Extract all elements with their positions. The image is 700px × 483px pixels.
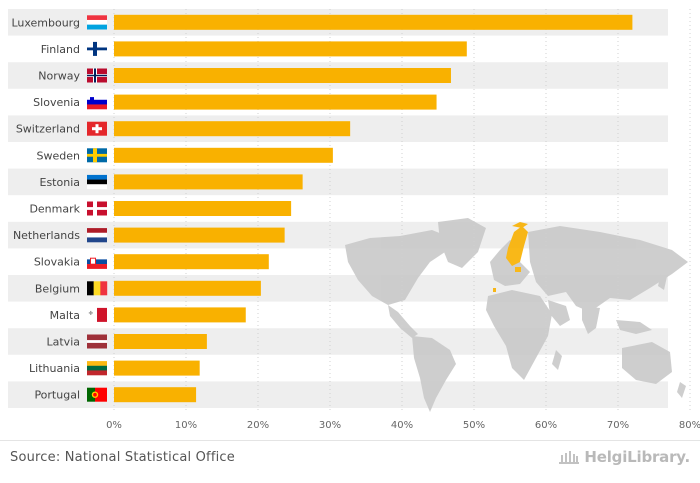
flag-malta-icon: [87, 307, 107, 322]
bar: [114, 121, 351, 137]
bar: [114, 280, 261, 296]
flag-switzerland-icon: [87, 121, 107, 136]
x-tick-label: 80%: [679, 420, 700, 431]
x-tick-label: 60%: [535, 420, 557, 431]
bar: [114, 307, 246, 323]
bar: [114, 94, 437, 110]
footer-divider: [0, 440, 700, 441]
category-label: Slovenia: [33, 96, 80, 109]
x-tick-label: 70%: [607, 420, 629, 431]
bar: [114, 334, 207, 349]
category-label: Switzerland: [16, 123, 80, 136]
flag-sweden-icon: [87, 148, 107, 163]
bar-chart: Luxembourg Finland Norway Slovenia Switzerla…: [8, 9, 700, 431]
bar: [114, 68, 451, 83]
x-axis-tick-labels: 0% 10% 20% 30% 40% 50% 60% 70% 80%: [106, 420, 700, 431]
x-tick-label: 0%: [106, 420, 122, 431]
country-flags: [87, 15, 108, 402]
bars: [114, 14, 633, 403]
x-tick-label: 20%: [247, 420, 269, 431]
flag-slovakia-icon: [87, 254, 107, 269]
brand-logo: HelgiLibrary.: [558, 448, 690, 466]
flag-belgium-icon: [87, 281, 108, 296]
category-label: Portugal: [34, 389, 80, 402]
category-labels: Luxembourg Finland Norway Slovenia Switzerla…: [11, 16, 80, 401]
flag-denmark-icon: [87, 201, 107, 216]
bar: [114, 387, 197, 403]
bar: [114, 227, 285, 243]
x-tick-label: 50%: [463, 420, 485, 431]
flag-slovenia-icon: [87, 95, 107, 110]
x-tick-label: 40%: [391, 420, 413, 431]
flag-latvia-icon: [87, 334, 107, 349]
bar: [114, 254, 269, 270]
bar: [114, 360, 200, 376]
category-label: Malta: [50, 309, 80, 322]
flag-finland-icon: [87, 41, 107, 56]
flag-lithuania-icon: [87, 361, 107, 376]
bar: [114, 41, 467, 57]
category-label: Slovakia: [34, 256, 80, 269]
category-label: Norway: [38, 70, 80, 83]
category-label: Estonia: [40, 176, 81, 189]
flag-netherlands-icon: [87, 228, 107, 243]
bar: [114, 174, 303, 190]
flag-luxembourg-icon: [87, 15, 107, 30]
flag-portugal-icon: [87, 387, 107, 402]
category-label: Finland: [41, 43, 80, 56]
brand-name: HelgiLibrary.: [584, 448, 690, 466]
source-note: Source: National Statistical Office: [10, 450, 235, 465]
category-label: Lithuania: [29, 362, 80, 375]
flag-estonia-icon: [87, 174, 107, 190]
world-map-background: [345, 218, 688, 412]
category-label: Sweden: [37, 149, 80, 162]
x-tick-label: 10%: [175, 420, 197, 431]
category-label: Luxembourg: [11, 16, 80, 29]
category-label: Latvia: [47, 336, 81, 349]
x-tick-label: 30%: [319, 420, 341, 431]
flag-norway-icon: [87, 68, 107, 83]
library-building-icon: [559, 451, 580, 464]
category-label: Belgium: [35, 282, 80, 295]
bar: [114, 201, 292, 216]
bar: [114, 147, 333, 163]
category-label: Denmark: [29, 203, 80, 216]
category-label: Netherlands: [13, 229, 80, 242]
bar: [114, 14, 633, 30]
